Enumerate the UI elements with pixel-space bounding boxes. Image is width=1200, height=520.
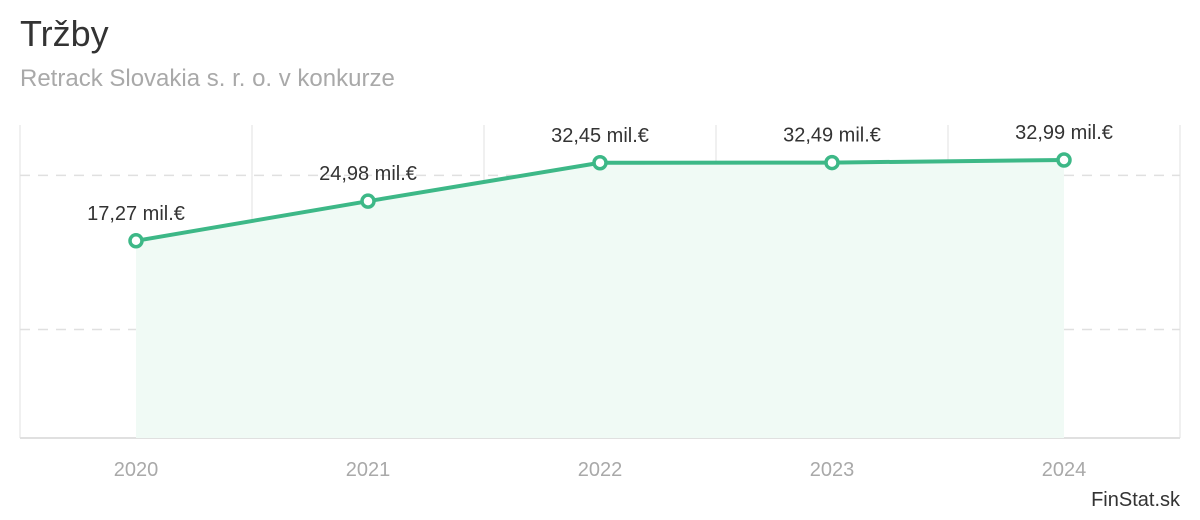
data-label-2021: 24,98 mil.€	[319, 163, 417, 185]
series-area	[136, 160, 1064, 438]
x-axis-ticks: 2020 2021 2022 2023 2024	[114, 459, 1087, 481]
data-label-2022: 32,45 mil.€	[551, 125, 649, 147]
x-tick-2023: 2023	[810, 459, 855, 481]
data-label-2023: 32,49 mil.€	[783, 125, 881, 147]
data-point-2022	[594, 157, 606, 169]
x-tick-2022: 2022	[578, 459, 623, 481]
x-tick-2024: 2024	[1042, 459, 1087, 481]
x-tick-2020: 2020	[114, 459, 159, 481]
data-point-2021	[362, 195, 374, 207]
data-point-2020	[130, 235, 142, 247]
finstat-credit[interactable]: FinStat.sk	[1091, 489, 1180, 512]
x-tick-2021: 2021	[346, 459, 391, 481]
data-point-2024	[1058, 154, 1070, 166]
data-point-2023	[826, 157, 838, 169]
data-label-2024: 32,99 mil.€	[1015, 122, 1113, 144]
data-label-2020: 17,27 mil.€	[87, 203, 185, 225]
